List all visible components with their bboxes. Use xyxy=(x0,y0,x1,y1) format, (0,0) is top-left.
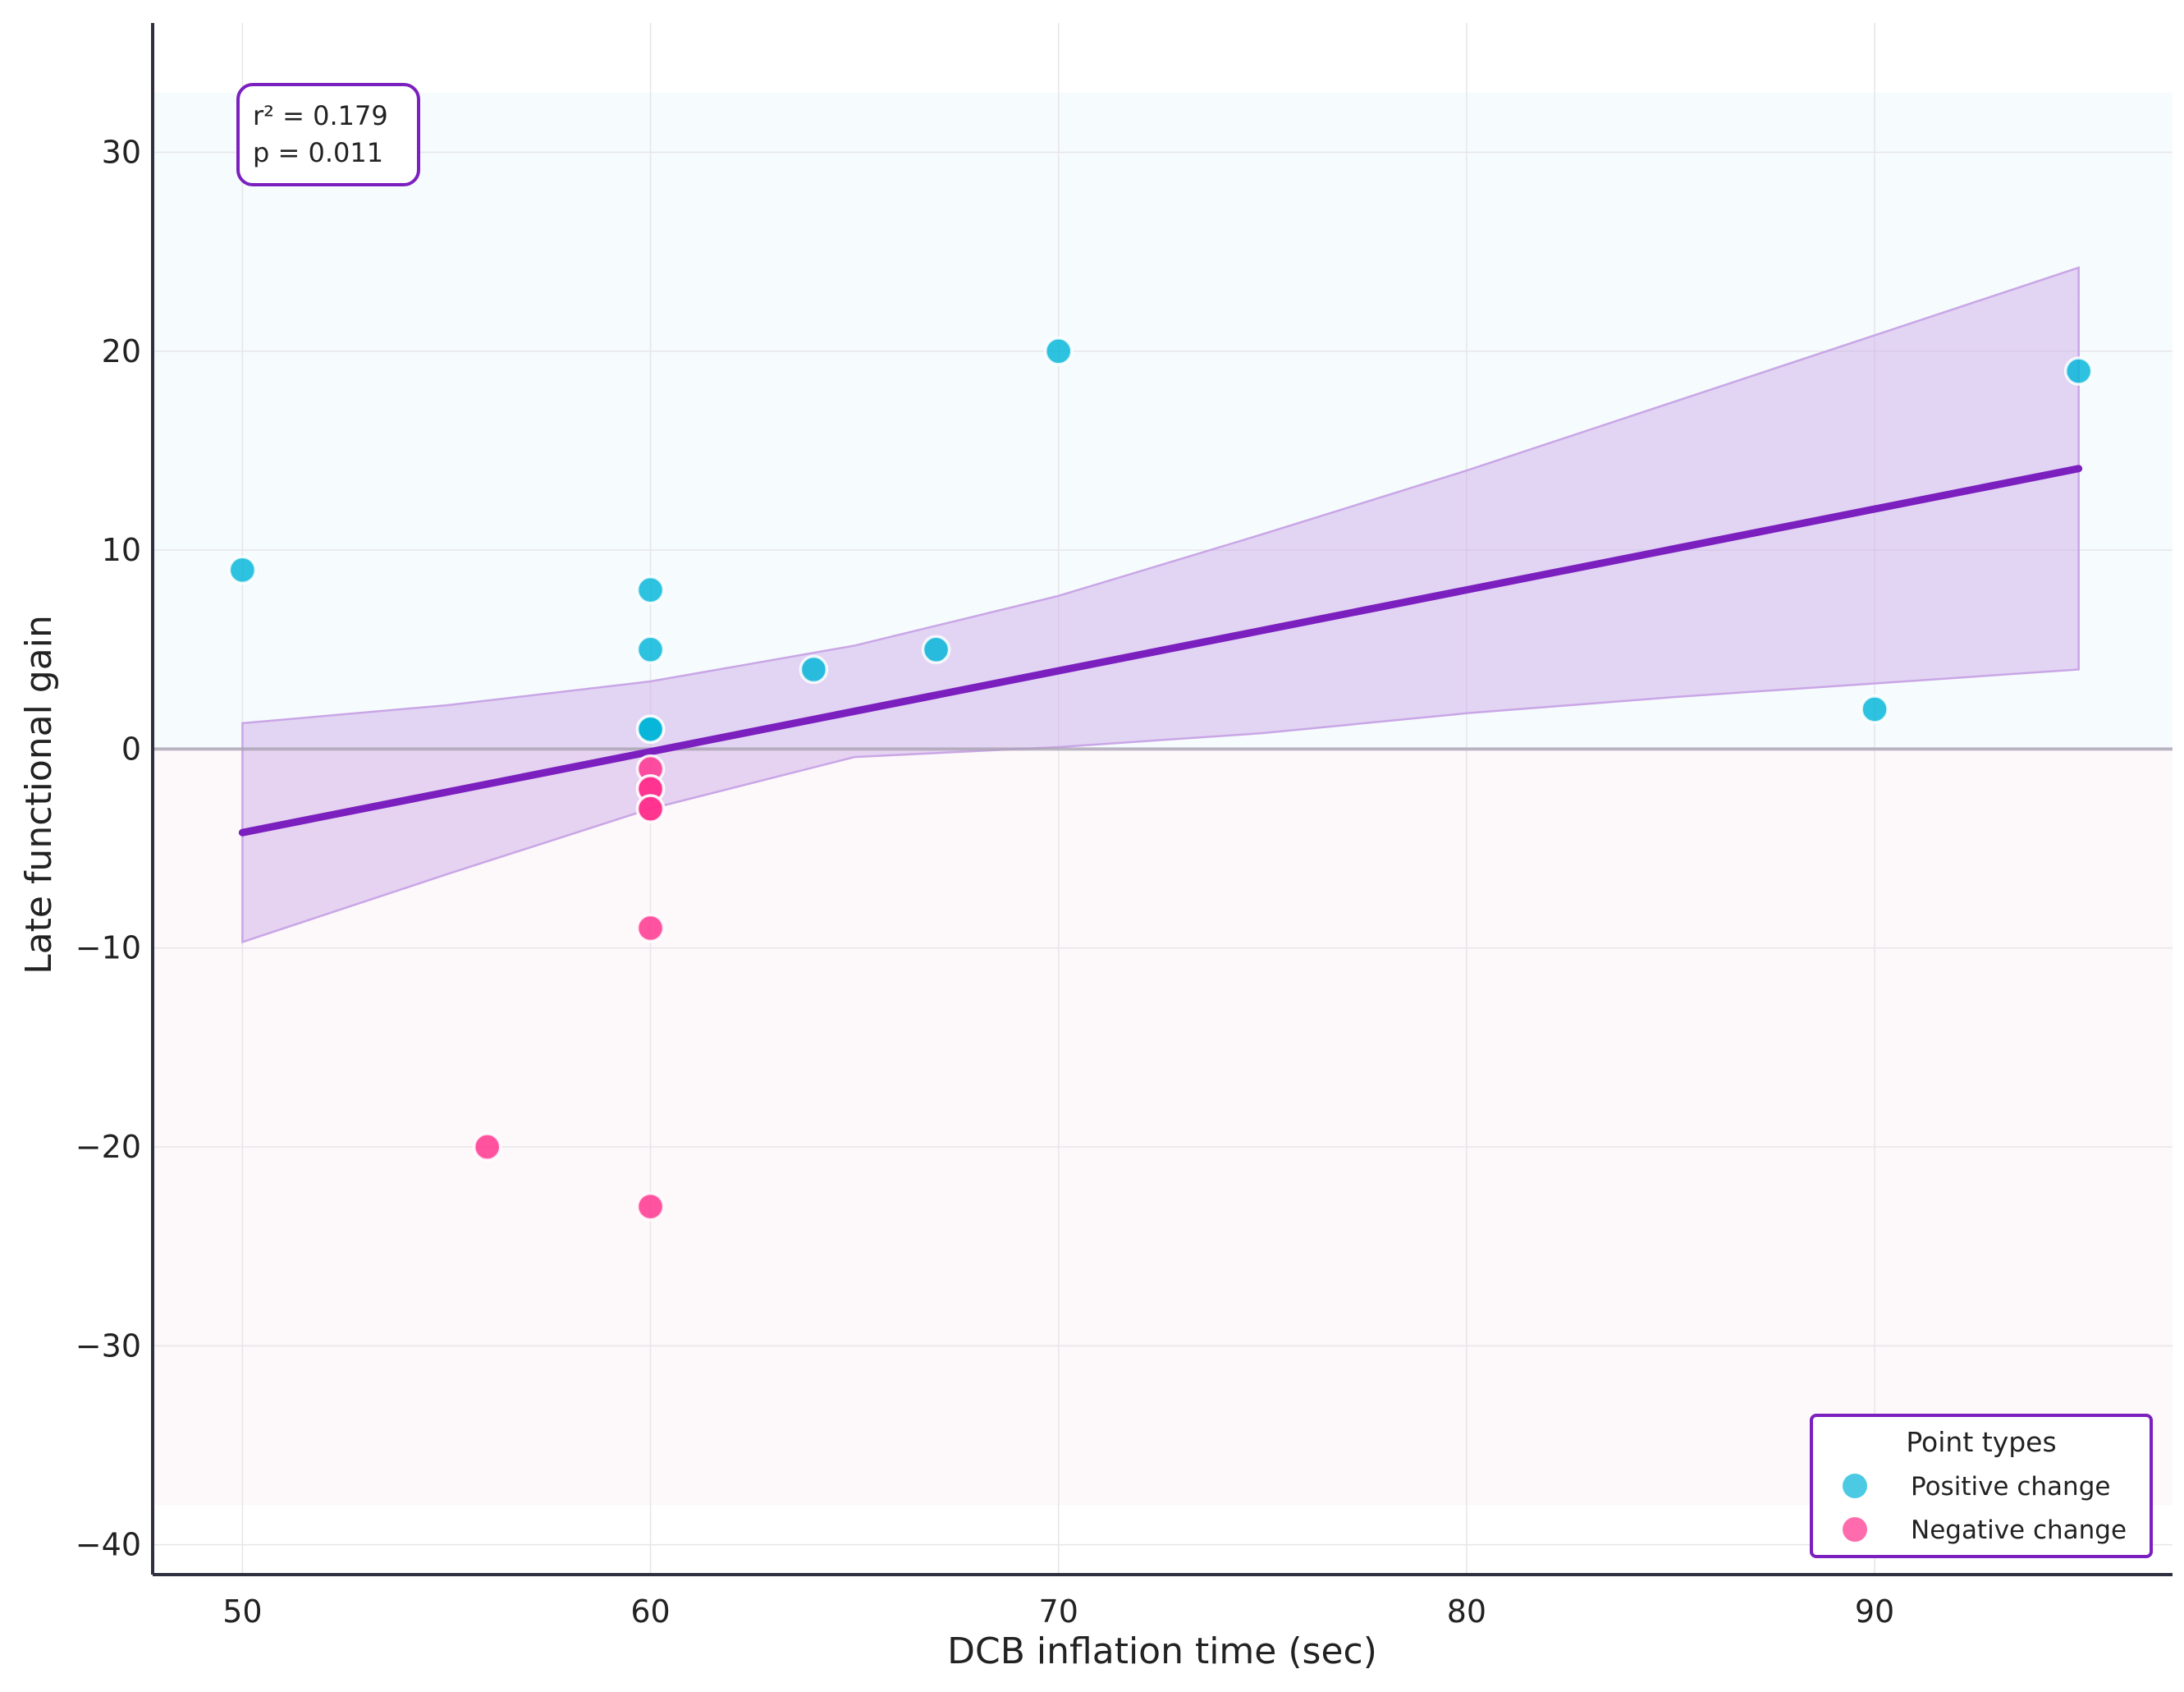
point-positive-change xyxy=(799,654,829,685)
negative-region xyxy=(153,749,2173,1506)
confidence-band xyxy=(241,266,2080,944)
y-tick-label: −40 xyxy=(76,1527,141,1563)
legend-label-negative-change: Negative change xyxy=(1911,1515,2127,1545)
y-tick-label: 10 xyxy=(102,532,141,568)
grid xyxy=(153,23,2173,1575)
regression-line-layer xyxy=(238,465,2083,837)
y-tick-label: −20 xyxy=(76,1129,141,1165)
point-negative-change xyxy=(635,913,666,943)
x-tick-label: 90 xyxy=(1855,1593,1894,1630)
x-tick-label: 80 xyxy=(1447,1593,1486,1630)
point-positive-change xyxy=(2063,356,2094,386)
y-tick-label: −10 xyxy=(76,930,141,966)
r-squared-text: r² = 0.179 xyxy=(253,100,388,131)
point-negative-change xyxy=(635,794,666,823)
y-tick-label: 0 xyxy=(121,731,141,767)
point-positive-change xyxy=(635,575,666,605)
point-negative-change xyxy=(635,1191,666,1222)
legend-marker-positive-change xyxy=(1843,1474,1867,1498)
legend-box xyxy=(1810,1414,2153,1558)
p-value-text: p = 0.011 xyxy=(253,137,383,168)
legend-label-positive-change: Positive change xyxy=(1911,1472,2110,1502)
y-tick-label: −30 xyxy=(76,1327,141,1364)
point-positive-change xyxy=(635,714,666,744)
stats-box xyxy=(236,83,420,186)
point-positive-change xyxy=(1043,337,1074,366)
y-tick-label: 20 xyxy=(102,333,141,369)
point-negative-change xyxy=(472,1132,502,1162)
x-axis-label: DCB inflation time (sec) xyxy=(947,1630,1377,1672)
point-positive-change xyxy=(635,635,666,665)
y-axis-label: Late functional gain xyxy=(18,615,60,974)
x-tick-label: 50 xyxy=(222,1593,262,1630)
regression-line xyxy=(238,465,2083,837)
legend-marker-negative-change xyxy=(1843,1517,1867,1542)
y-tick-label: 30 xyxy=(102,135,141,171)
confidence-band-layer xyxy=(241,266,2080,944)
tick-labels: 50 60 70 80 90 −40 −30 −20 −10 0 10 20 30 xyxy=(76,135,1894,1630)
legend-title: Point types xyxy=(1906,1426,2056,1458)
data-points xyxy=(227,337,2094,1222)
x-tick-label: 70 xyxy=(1039,1593,1078,1630)
point-positive-change xyxy=(227,555,258,585)
legend: Point types Positive change Negative cha… xyxy=(1810,1414,2153,1558)
background-regions xyxy=(153,92,2173,1506)
x-tick-label: 60 xyxy=(630,1593,670,1630)
axes xyxy=(151,23,2173,1576)
point-positive-change xyxy=(921,635,951,665)
stats-annotation: r² = 0.179 p = 0.011 xyxy=(236,83,420,186)
point-positive-change xyxy=(1860,695,1889,724)
positive-region xyxy=(153,92,2173,750)
